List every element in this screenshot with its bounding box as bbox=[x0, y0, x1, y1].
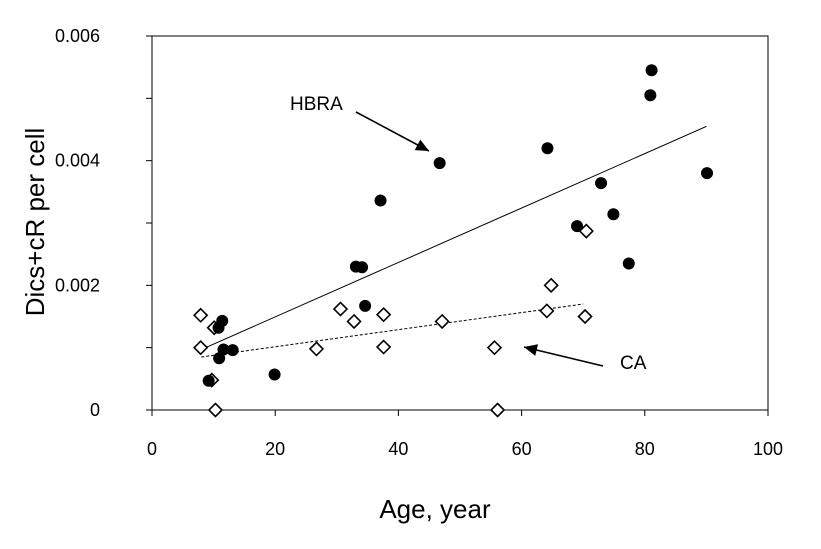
data-point-hbra bbox=[541, 142, 554, 155]
y-axis-title: Dics+cR per cell bbox=[20, 128, 50, 317]
y-tick-label: 0.002 bbox=[55, 275, 100, 295]
data-point-hbra bbox=[359, 299, 372, 312]
trendline-ca bbox=[201, 303, 584, 358]
data-point-hbra bbox=[622, 257, 635, 270]
trendlines bbox=[201, 125, 707, 358]
data-point-hbra bbox=[645, 64, 658, 77]
y-tick-label: 0.006 bbox=[55, 26, 100, 46]
data-point-ca bbox=[539, 303, 555, 319]
data-point-ca bbox=[375, 306, 392, 323]
annotation-arrow-hbra-line bbox=[355, 111, 430, 152]
data-point-ca bbox=[308, 341, 325, 357]
data-point-hbra bbox=[607, 208, 620, 221]
x-axis: 0 20 40 60 80 100 bbox=[147, 410, 783, 459]
data-point-hbra bbox=[226, 344, 239, 357]
data-point-ca bbox=[486, 340, 503, 356]
data-point-hbra bbox=[268, 368, 281, 381]
x-axis-title: Age, year bbox=[379, 494, 491, 524]
data-point-ca bbox=[375, 339, 392, 355]
y-tick-label: 0.004 bbox=[55, 151, 100, 171]
plot-area bbox=[151, 35, 769, 411]
data-point-hbra bbox=[356, 261, 369, 274]
data-point-ca bbox=[332, 301, 349, 317]
annotation-arrow-ca-line bbox=[523, 346, 604, 367]
data-point-ca bbox=[193, 307, 209, 323]
y-tick-label: 0 bbox=[90, 400, 100, 420]
data-point-hbra bbox=[571, 220, 584, 233]
data-point-ca bbox=[346, 313, 362, 330]
data-point-hbra bbox=[217, 343, 230, 356]
annotation-label-hbra: HBRA bbox=[290, 94, 343, 115]
data-point-ca bbox=[577, 308, 593, 325]
x-tick-label: 100 bbox=[753, 439, 783, 459]
data-point-hbra bbox=[202, 374, 215, 387]
x-tick-label: 40 bbox=[388, 439, 408, 459]
annotations: HBRA CA bbox=[290, 94, 647, 374]
plot-border bbox=[151, 35, 769, 411]
x-tick-label: 80 bbox=[635, 439, 655, 459]
data-point-hbra bbox=[433, 157, 446, 170]
data-point-hbra bbox=[644, 89, 657, 102]
annotation-arrow-hbra-head bbox=[414, 139, 429, 151]
data-point-ca bbox=[193, 340, 209, 356]
trendline-hbra bbox=[201, 125, 707, 350]
annotation-label-ca: CA bbox=[620, 353, 647, 374]
data-point-ca bbox=[434, 313, 450, 330]
x-tick-label: 60 bbox=[512, 439, 532, 459]
data-point-hbra bbox=[701, 167, 714, 180]
data-point-ca bbox=[207, 402, 224, 418]
data-point-hbra bbox=[595, 177, 608, 190]
data-point-hbra bbox=[216, 314, 229, 327]
data-point-ca bbox=[543, 277, 559, 293]
data-point-ca bbox=[489, 402, 506, 418]
annotation-arrow-ca-head bbox=[524, 344, 539, 356]
x-tick-label: 0 bbox=[147, 439, 157, 459]
y-axis: 0 0.002 0.004 0.006 bbox=[55, 26, 152, 420]
data-point-hbra bbox=[374, 194, 387, 207]
x-tick-label: 20 bbox=[265, 439, 285, 459]
series-ca-points bbox=[193, 223, 594, 418]
series-hbra-points bbox=[202, 64, 714, 387]
